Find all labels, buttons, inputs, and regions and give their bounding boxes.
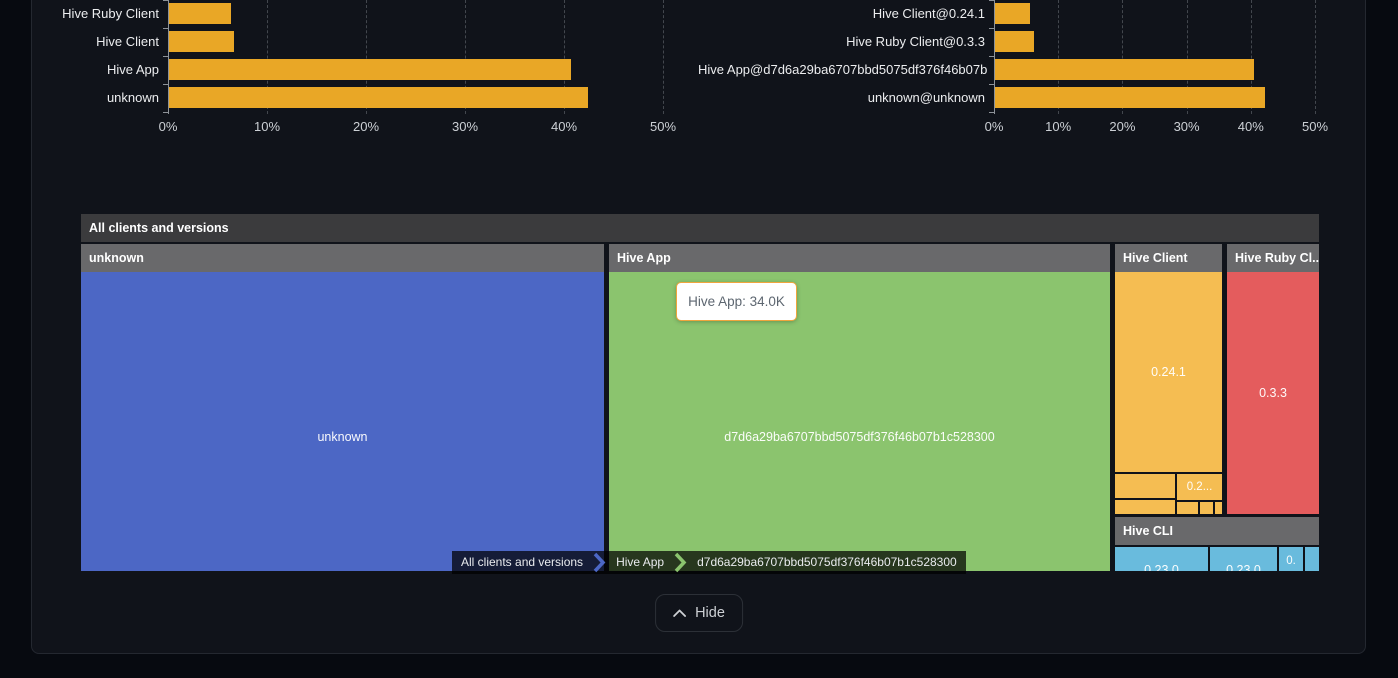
y-axis-line [168, 0, 169, 114]
gridline [663, 0, 664, 114]
treemap-section-header-hive-client[interactable]: Hive Client [1115, 244, 1222, 272]
gridline [1315, 0, 1316, 114]
bar-hive-ruby-client[interactable] [169, 3, 231, 24]
bar-hive-client[interactable] [169, 31, 234, 52]
axis-tick [989, 56, 994, 57]
bar-category-label: unknown@unknown [867, 90, 985, 105]
gridline [564, 0, 565, 114]
x-tick-label: 40% [550, 119, 578, 134]
bar-hive-app-d7d6a29ba6707bbd5075df376f46b07b[interactable] [995, 59, 1254, 80]
treemap-cell-label: 0.23.0 [1226, 562, 1261, 572]
treemap-cell-hive-client[interactable] [1200, 502, 1213, 514]
x-tick-label: 20% [352, 119, 380, 134]
axis-tick [989, 28, 994, 29]
treemap-cell-unknown[interactable]: unknown [81, 272, 604, 571]
treemap-section-header-hive-app[interactable]: Hive App [609, 244, 1110, 272]
x-tick-label: 50% [1301, 119, 1329, 134]
treemap-section-header-hive-ruby-cl[interactable]: Hive Ruby Cl... [1227, 244, 1319, 272]
treemap-cell-0-23-0[interactable]: 0.23.0 [1115, 547, 1208, 571]
axis-tick [163, 84, 168, 85]
x-tick-label: 0% [158, 119, 178, 134]
bar-hive-client-0-24-1[interactable] [995, 3, 1030, 24]
treemap-cell-label: d7d6a29ba6707bbd5075df376f46b07b1c528300 [724, 430, 995, 444]
treemap-cell-label: 0.24.1 [1151, 365, 1186, 379]
hide-button[interactable]: Hide [655, 594, 743, 632]
chevron-right-icon [592, 551, 607, 574]
chevron-right-icon [673, 551, 688, 574]
treemap-cell-label: 0.3.3 [1259, 386, 1287, 400]
treemap-cell-hive-client[interactable] [1177, 502, 1198, 514]
gridline [267, 0, 268, 114]
axis-tick [163, 112, 168, 113]
axis-tick [163, 0, 168, 1]
treemap-cell-hive-client[interactable] [1215, 502, 1222, 514]
treemap-section-header-hive-cli[interactable]: Hive CLI [1115, 517, 1319, 545]
axis-tick [989, 112, 994, 113]
gridline [465, 0, 466, 114]
bar-unknown[interactable] [169, 87, 588, 108]
treemap-cell-label: 0. [1286, 555, 1296, 567]
bar-category-label: Hive Ruby Client@0.3.3 [846, 34, 985, 49]
hide-button-label: Hide [695, 605, 725, 621]
gridline [1058, 0, 1060, 114]
gridline [366, 0, 367, 114]
axis-tick [163, 28, 168, 29]
gridline [1122, 0, 1124, 114]
treemap-cell-label: 0.2... [1186, 481, 1213, 493]
x-tick-label: 30% [451, 119, 479, 134]
treemap-cell-0-2[interactable]: 0.2... [1177, 474, 1222, 500]
treemap-cell-0-24-1[interactable]: 0.24.1 [1115, 272, 1222, 472]
bar-category-label: Hive App [106, 62, 159, 77]
treemap-section-header-unknown[interactable]: unknown [81, 244, 604, 272]
treemap-cell-0-3-3[interactable]: 0.3.3 [1227, 272, 1319, 514]
bar-category-label: Hive Ruby Client [62, 6, 159, 21]
treemap-cell-0[interactable]: 0. [1279, 547, 1303, 571]
treemap-cell-label: 0.23.0 [1144, 562, 1179, 572]
x-tick-label: 10% [1045, 119, 1072, 134]
treemap-all-clients-and-versions: All clients and versions unknown unknown Hi… [81, 214, 1319, 571]
chevron-up-icon [673, 609, 686, 617]
x-tick-label: 0% [984, 119, 1004, 134]
hover-tooltip: Hive App: 34.0K [676, 282, 797, 321]
bar-category-label: Hive Client [96, 34, 159, 49]
treemap-cell-hive-client[interactable] [1115, 474, 1175, 498]
y-axis-line [994, 0, 995, 114]
treemap-breadcrumb: All clients and versions Hive App d7d6a2… [452, 551, 966, 574]
bar-chart-clients: 0% 10% 20% 30% 40% 50% Hive Ruby Client Hive Cl… [0, 0, 698, 145]
axis-tick [163, 56, 168, 57]
bar-unknown-unknown[interactable] [995, 87, 1265, 108]
x-tick-label: 10% [253, 119, 281, 134]
x-tick-label: 20% [1109, 119, 1136, 134]
x-tick-label: 40% [1237, 119, 1264, 134]
bar-hive-ruby-client-0-3-3[interactable] [995, 31, 1034, 52]
x-tick-label: 30% [1173, 119, 1200, 134]
breadcrumb-item-hash[interactable]: d7d6a29ba6707bbd5075df376f46b07b1c528300 [697, 555, 957, 569]
breadcrumb-item-root[interactable]: All clients and versions [461, 555, 584, 569]
treemap-cell-0-23-0[interactable]: 0.23.0 [1210, 547, 1277, 571]
treemap-cell-hive-cli[interactable] [1305, 547, 1319, 571]
axis-tick [989, 0, 994, 1]
treemap-cell-hive-client[interactable] [1115, 500, 1175, 514]
bar-category-label: Hive App@d7d6a29ba6707bbd5075df376f46b07… [698, 62, 988, 77]
bar-chart-clients-versions: 0% 10% 20% 30% 40% 50% Hive Client@0.24.1 Hive … [698, 0, 1398, 145]
breadcrumb-item-hive-app[interactable]: Hive App [616, 555, 665, 569]
axis-tick [989, 84, 994, 85]
gridline [1250, 0, 1252, 114]
treemap-root-header[interactable]: All clients and versions [81, 214, 1319, 242]
bar-hive-app[interactable] [169, 59, 571, 80]
bar-category-label: unknown [106, 90, 159, 105]
bar-category-label: Hive Client@0.24.1 [872, 6, 985, 21]
gridline [1186, 0, 1188, 114]
treemap-cell-d7d6a29ba6707bbd5075df376f46b07b1c528300[interactable]: d7d6a29ba6707bbd5075df376f46b07b1c528300 [609, 272, 1110, 571]
treemap-cell-label: unknown [317, 430, 368, 444]
x-tick-label: 50% [649, 119, 677, 134]
